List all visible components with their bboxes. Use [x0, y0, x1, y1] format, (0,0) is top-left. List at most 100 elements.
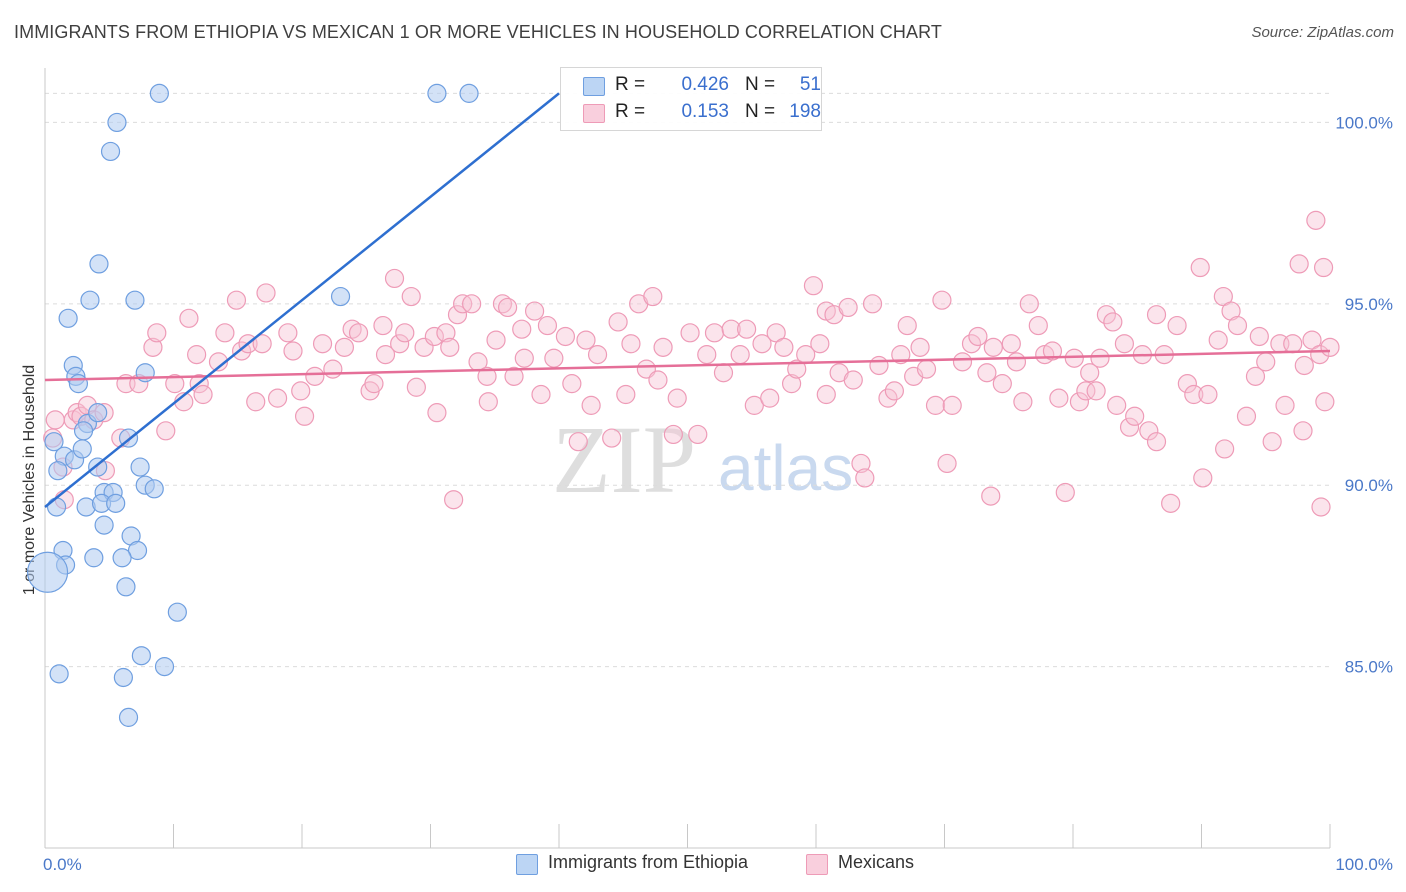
ethiopia-point — [49, 664, 69, 684]
mexicans-point — [147, 323, 167, 343]
mexicans-point — [1049, 388, 1069, 408]
mexicans-point — [1177, 374, 1197, 394]
y-tick-label: 95.0% — [1345, 295, 1393, 314]
mexicans-point — [1090, 348, 1110, 368]
mexicans-point — [981, 486, 1001, 506]
mexicans-point — [663, 424, 683, 445]
mexicans-point — [401, 286, 421, 307]
mexicans-point — [342, 319, 362, 339]
mexicans-point — [1096, 305, 1117, 325]
mexicans-point — [787, 359, 807, 379]
mexicans-point — [897, 315, 917, 336]
ethiopia-point — [116, 577, 136, 597]
mexicans-point — [215, 323, 235, 343]
mexicans-point — [1184, 384, 1204, 405]
x-tick-label-min: 0.0% — [43, 855, 82, 874]
mexicans-point — [752, 334, 772, 354]
mexicans-point — [1069, 392, 1090, 412]
mexicans-point — [983, 337, 1003, 357]
mexicans-point — [653, 337, 673, 357]
axes — [44, 68, 1331, 849]
mexicans-point — [1167, 315, 1187, 336]
chart-title: IMMIGRANTS FROM ETHIOPIA VS MEXICAN 1 OR… — [14, 22, 942, 42]
mexicans-point — [278, 323, 298, 343]
ethiopia-point — [107, 112, 127, 133]
mexicans-point — [406, 377, 426, 397]
mexicans-point — [373, 315, 393, 336]
ethiopia-point — [48, 461, 68, 481]
mexicans-point — [680, 323, 700, 343]
mexicans-point — [992, 374, 1012, 394]
mexicans-point — [1125, 406, 1145, 426]
ethiopia-point — [149, 83, 169, 103]
ethiopia-point — [72, 439, 92, 459]
mexicans-point — [1028, 315, 1048, 336]
mexicans-point — [179, 308, 199, 328]
mexicans-point — [156, 421, 176, 441]
mexicans-point — [384, 268, 405, 289]
mexicans-point — [477, 366, 497, 386]
mexicans-point — [165, 374, 185, 394]
mexicans-point — [952, 352, 973, 372]
legend-n-label: N = — [745, 101, 776, 122]
mexicans-point — [498, 297, 518, 318]
trendlines — [44, 92, 1331, 508]
mexicans-point — [1114, 334, 1135, 354]
ethiopia-trendline — [44, 92, 560, 508]
ethiopia-point — [73, 421, 94, 441]
ethiopia-point — [44, 432, 64, 452]
mexicans-point — [697, 345, 717, 365]
mexicans-point — [1139, 421, 1159, 441]
mexicans-point — [514, 348, 534, 368]
mexicans-point — [305, 366, 325, 386]
legend-r-label: R = — [615, 101, 646, 122]
mexicans-point — [774, 337, 794, 357]
mexicans-point — [891, 345, 911, 365]
mexicans-point — [1193, 468, 1213, 488]
mexicans-point — [390, 334, 410, 354]
mexicans-point — [364, 374, 384, 394]
mexicans-point — [444, 490, 464, 510]
mexicans-point — [1311, 497, 1331, 517]
mexicans-point — [208, 352, 229, 372]
mexicans-point — [851, 453, 871, 474]
mexicans-point — [187, 345, 207, 365]
ethiopia-point — [113, 667, 133, 688]
bottom-legend-label-mexicans: Mexicans — [838, 852, 915, 872]
y-tick-label: 90.0% — [1345, 476, 1393, 495]
mexicans-point — [312, 334, 333, 354]
mexicans-trendline — [44, 349, 1331, 382]
mexicans-point — [713, 363, 734, 383]
ethiopia-point — [106, 493, 126, 513]
mexicans-point — [1289, 254, 1309, 274]
watermark: ZIP atlas — [552, 406, 853, 513]
bottom-legend-swatch-mexicans — [806, 854, 828, 875]
ethiopia-point — [459, 83, 479, 103]
legend-swatch-mexicans — [583, 104, 605, 123]
legend-r-value: 0.426 — [681, 74, 729, 95]
mexicans-point — [1208, 330, 1228, 350]
mexicans-point — [447, 305, 468, 325]
ethiopia-point — [68, 374, 89, 394]
ethiopia-point — [88, 403, 108, 423]
mexicans-point — [1076, 381, 1096, 401]
mexicans-point — [436, 323, 456, 343]
mexicans-point — [621, 334, 641, 354]
mexicans-point — [942, 395, 962, 415]
mexicans-point — [862, 294, 883, 314]
mexicans-point — [1236, 406, 1257, 426]
mexicans-point — [581, 395, 601, 415]
mexicans-point — [486, 330, 506, 350]
mexicans-point — [616, 384, 636, 405]
mexicans-point — [916, 359, 937, 379]
mexicans-point — [440, 337, 460, 357]
mexicans-point — [1019, 294, 1039, 314]
mexicans-point — [283, 341, 303, 361]
ethiopia-point — [144, 479, 164, 499]
mexicans-point — [744, 395, 764, 415]
mexicans-point — [524, 301, 545, 321]
mexicans-point — [375, 345, 396, 365]
grid-lines — [45, 92, 1330, 668]
mexicans-point — [246, 392, 266, 412]
mexicans-point — [568, 432, 588, 452]
